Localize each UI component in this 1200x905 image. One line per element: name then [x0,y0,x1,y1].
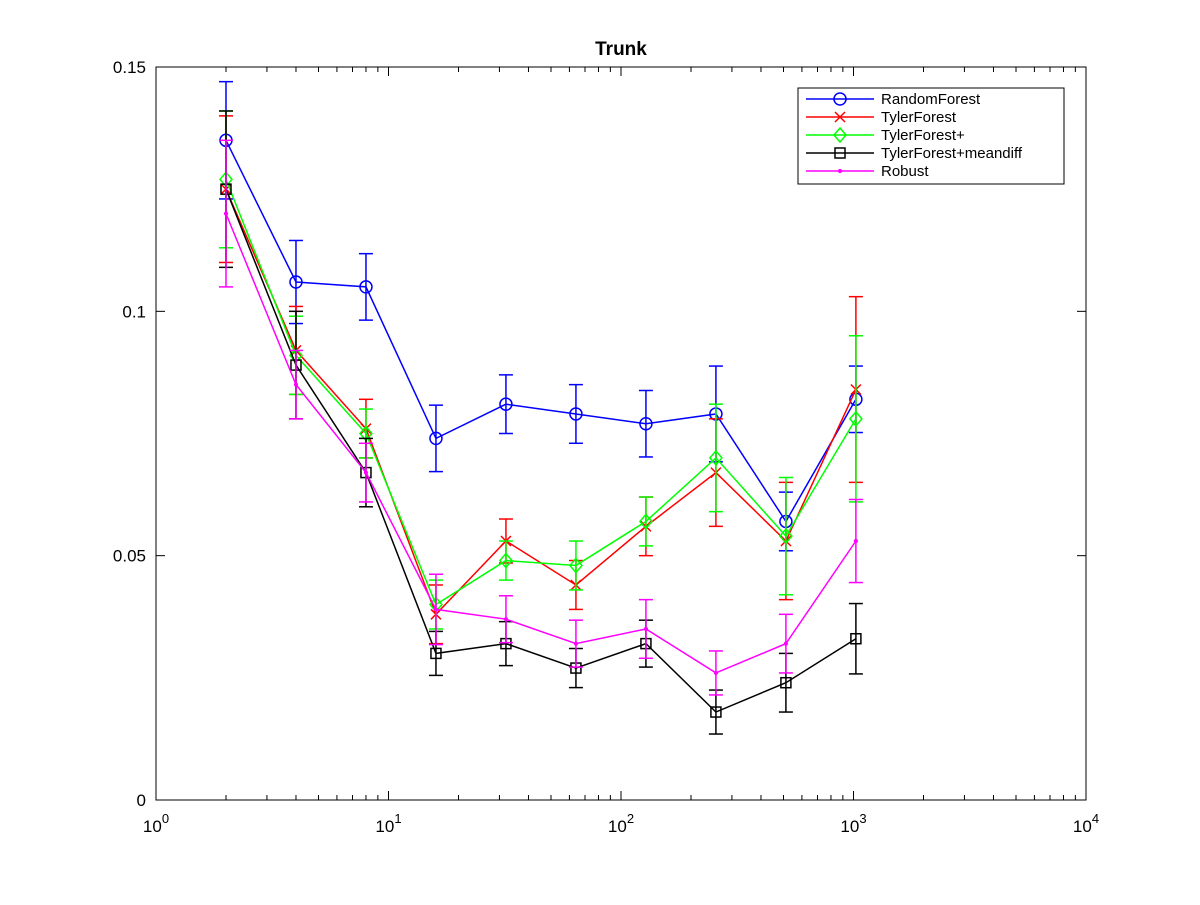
data-point-circle-marker [359,280,373,294]
data-point-square-marker [430,647,442,660]
legend-item: TylerForest+ [806,126,965,144]
data-point-dot-marker [783,641,789,646]
data-point-circle-marker [499,397,513,411]
data-point-circle-marker [569,407,583,421]
legend-label: RandomForest [881,91,981,108]
x-tick-base: 10 [608,817,627,836]
x-tick-base: 10 [143,817,162,836]
data-point-circle-marker [289,275,303,289]
data-point-x-marker [834,111,846,123]
x-tick-base: 10 [1073,817,1092,836]
legend-item: Robust [806,163,929,180]
data-point-diamond-marker [498,552,513,569]
series-tylerforest- [218,110,863,630]
x-tick-exponent: 4 [1092,811,1099,826]
data-point-dot-marker [503,617,509,622]
series-line [225,188,857,713]
x-tick-label: 102 [608,811,634,836]
data-point-dot-marker [837,168,843,174]
legend-label: TylerForest+meandiff [881,145,1023,162]
x-tick-base: 10 [375,817,394,836]
series-line [225,179,857,606]
x-tick-exponent: 1 [394,811,401,826]
plot-area [156,67,1086,800]
series-group [218,80,863,735]
x-tick-label: 101 [375,811,401,836]
x-tick-base: 10 [840,817,859,836]
data-point-circle-marker [639,416,653,431]
data-point-square-marker [834,147,846,159]
x-tick-exponent: 2 [627,811,634,826]
data-point-dot-marker [433,607,439,612]
data-point-dot-marker [573,641,579,646]
data-point-square-marker [710,706,722,718]
legend-label: Robust [881,163,929,180]
x-marker-stroke [834,111,846,123]
series-line [225,213,857,674]
legend-label: TylerForest [881,109,957,126]
data-point-dot-marker [223,211,229,216]
data-point-dot-marker [713,670,719,676]
y-tick-label: 0.1 [122,302,146,321]
legend-item: RandomForest [806,91,981,108]
data-point-dot-marker [293,382,299,387]
legend-item: TylerForest+meandiff [806,145,1023,162]
data-point-diamond-marker [638,513,653,530]
x-tick-label: 103 [840,811,866,836]
x-tick-exponent: 0 [162,811,169,826]
x-tick-label: 100 [143,811,169,836]
chart-title: Trunk [595,39,647,60]
data-point-square-marker [850,632,862,645]
data-point-square-marker [780,676,792,689]
y-tick-label: 0.15 [113,58,146,77]
data-point-dot-marker [853,538,858,544]
y-tick-label: 0 [137,791,146,810]
data-point-diamond-marker [778,527,793,545]
series-line [225,139,857,523]
x-tick-exponent: 3 [859,811,866,826]
data-point-diamond-marker [848,410,863,427]
data-point-diamond-marker [833,126,847,144]
legend: RandomForestTylerForestTylerForest+Tyler… [797,87,1065,185]
y-tick-label: 0.05 [113,547,146,566]
data-point-diamond-marker [708,449,723,467]
x-tick-label: 104 [1073,811,1099,836]
data-point-circle-marker [833,92,847,106]
data-point-diamond-marker [568,557,583,574]
data-point-dot-marker [643,626,649,632]
legend-item: TylerForest [806,109,957,126]
data-point-circle-marker [429,431,443,446]
series-robust [218,139,863,696]
legend-label: TylerForest+ [881,127,965,144]
data-point-dot-marker [363,470,369,475]
